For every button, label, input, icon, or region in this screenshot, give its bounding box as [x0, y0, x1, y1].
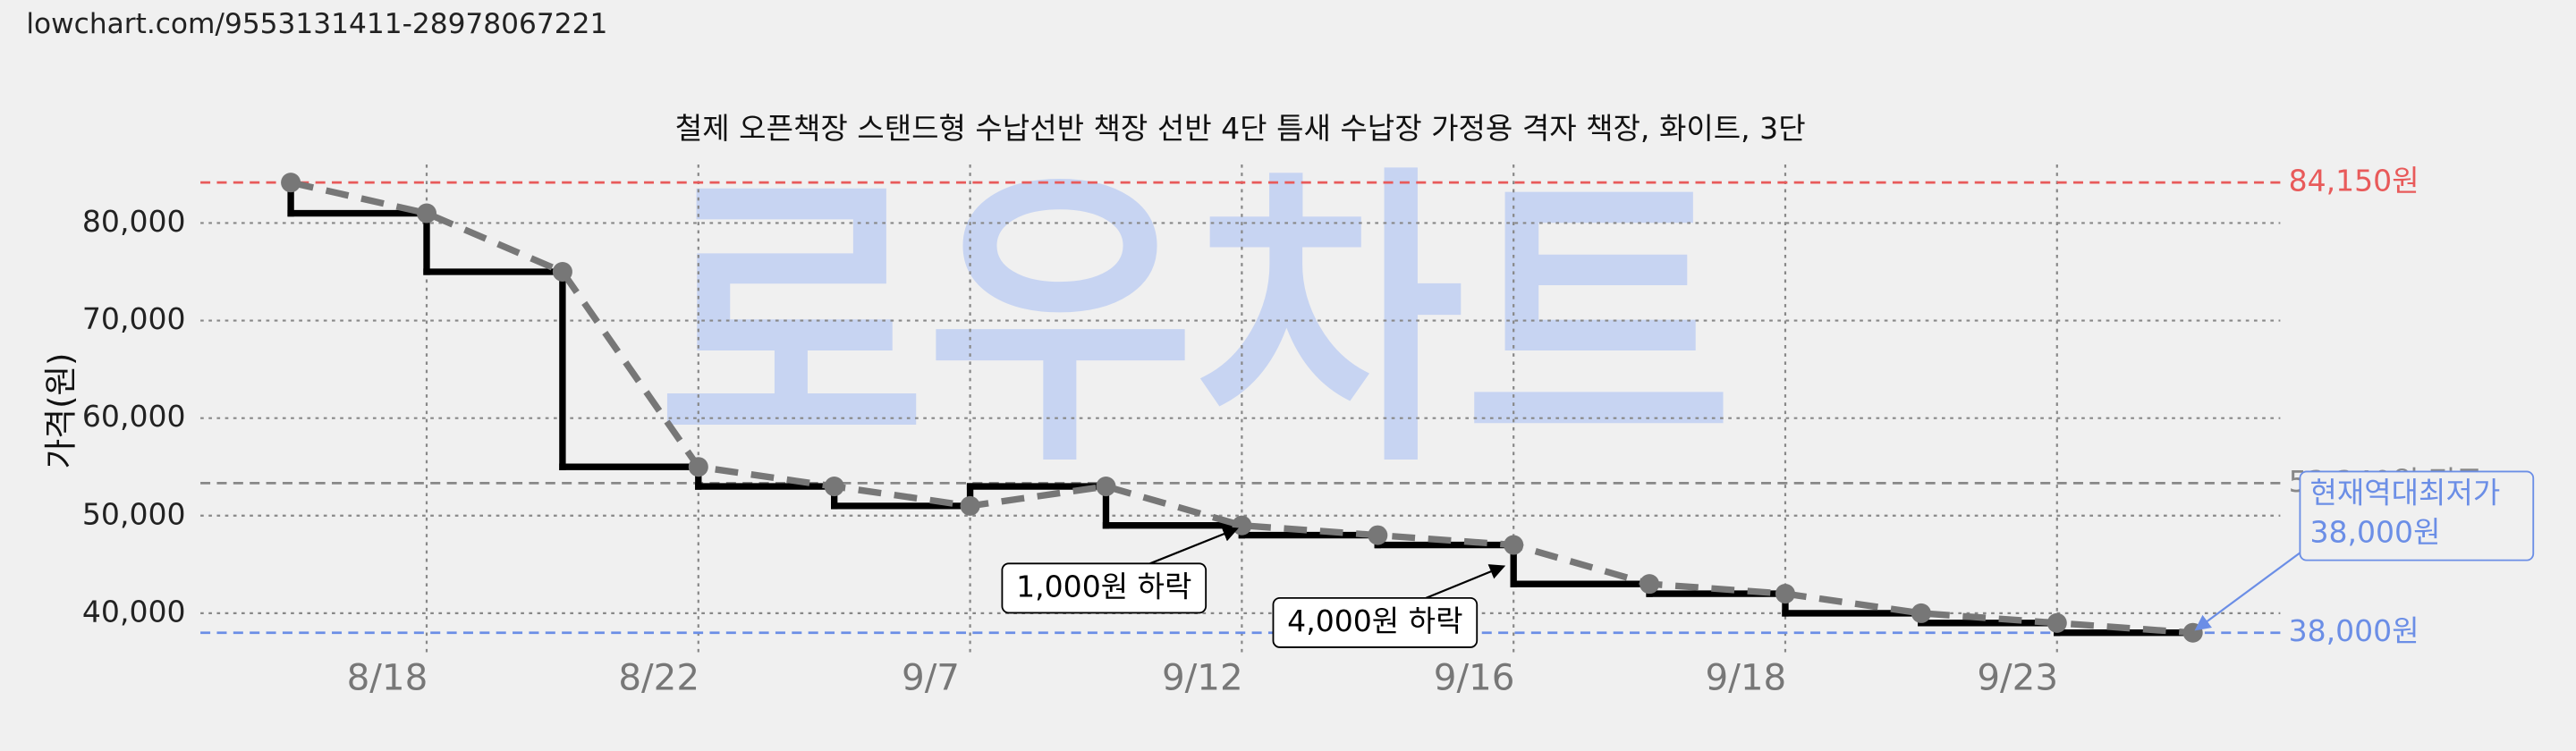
x-tick-label: 9/16 — [1434, 656, 1515, 699]
x-tick-label: 9/12 — [1162, 656, 1243, 699]
price-point — [688, 457, 708, 477]
price-point — [1368, 525, 1388, 545]
annotation-text: 현재역대최저가 — [2309, 476, 2500, 511]
annotation-arrow — [1149, 526, 1239, 565]
price-point — [281, 173, 301, 193]
y-tick-label: 80,000 — [82, 204, 186, 239]
x-tick-label: 8/22 — [618, 656, 699, 699]
annotation-arrow — [1425, 564, 1506, 599]
price-point — [1504, 535, 1524, 555]
annotation-text: 38,000원 — [2309, 515, 2440, 550]
chart-title: 철제 오픈책장 스탠드형 수납선반 책장 선반 4단 틈새 수납장 가정용 격자… — [675, 111, 1806, 146]
y-tick-label: 40,000 — [82, 594, 186, 629]
price-point — [1232, 515, 1252, 536]
annotation-box — [1001, 562, 1208, 614]
y-tick-label: 70,000 — [82, 301, 186, 336]
x-tick-label: 8/18 — [347, 656, 428, 699]
price-point — [416, 203, 437, 224]
annotation-text: 4,000원 하락 — [1287, 603, 1462, 638]
price-line — [290, 179, 2193, 637]
annotation-box — [2299, 470, 2535, 561]
price-point — [1096, 477, 1116, 497]
url: lowchart.com/9553131411-28978067221 — [26, 8, 607, 40]
y-tick-label: 50,000 — [82, 496, 186, 531]
annotation-text: 1,000원 하락 — [1016, 569, 1191, 603]
price-point — [552, 261, 572, 283]
watermark: 로우차트 — [657, 141, 1733, 504]
annotation-arrow — [2194, 549, 2304, 631]
y-axis-label: 가격(원) — [41, 352, 80, 468]
x-tick-label: 9/18 — [1706, 656, 1787, 699]
y-tick-label: 60,000 — [82, 399, 186, 434]
price-point — [1911, 603, 1931, 623]
annotation-box — [1272, 596, 1479, 648]
x-tick-label: 9/7 — [902, 656, 960, 699]
reference-label: 38,000원 — [2289, 613, 2419, 648]
price-point — [2046, 612, 2067, 633]
price-point — [1640, 574, 1660, 595]
reference-label: 84,150원 — [2289, 164, 2419, 198]
price-point — [960, 495, 980, 516]
price-point — [824, 477, 844, 497]
price-point — [1775, 584, 1795, 604]
x-tick-label: 9/23 — [1977, 656, 2058, 699]
